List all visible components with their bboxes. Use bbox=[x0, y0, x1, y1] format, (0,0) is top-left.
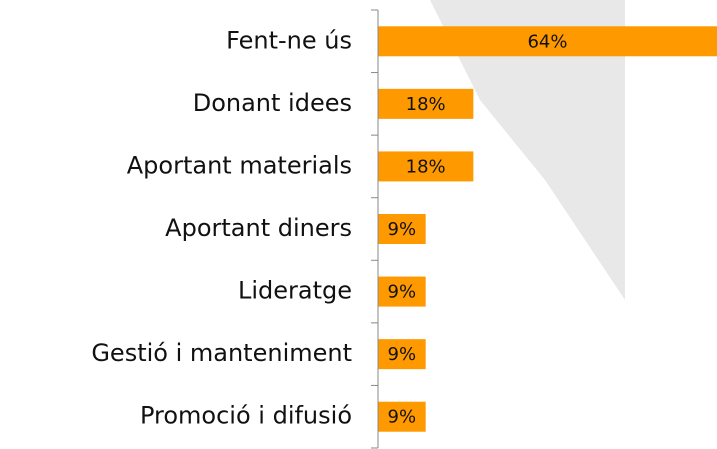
category-label: Donant idees bbox=[193, 89, 352, 117]
category-label: Fent-ne ús bbox=[226, 26, 352, 54]
bar bbox=[378, 26, 717, 57]
value-label: 18% bbox=[406, 94, 446, 115]
bar bbox=[378, 88, 474, 119]
bar bbox=[378, 214, 426, 244]
category-label: Aportant diners bbox=[165, 214, 352, 242]
watermark bbox=[430, 0, 625, 300]
value-label: 9% bbox=[388, 282, 417, 303]
value-label: 9% bbox=[388, 407, 417, 428]
category-label: Gestió i manteniment bbox=[91, 339, 352, 367]
category-label: Aportant materials bbox=[127, 151, 352, 179]
value-label: 9% bbox=[388, 219, 417, 240]
value-label: 9% bbox=[388, 344, 417, 365]
bar bbox=[378, 276, 426, 307]
category-label: Promoció i difusió bbox=[140, 402, 352, 430]
value-label: 64% bbox=[527, 31, 567, 52]
bar bbox=[378, 401, 426, 432]
value-label: 18% bbox=[406, 156, 446, 177]
bar bbox=[378, 339, 426, 370]
category-label: Lideratge bbox=[238, 277, 352, 305]
bar bbox=[378, 151, 474, 182]
